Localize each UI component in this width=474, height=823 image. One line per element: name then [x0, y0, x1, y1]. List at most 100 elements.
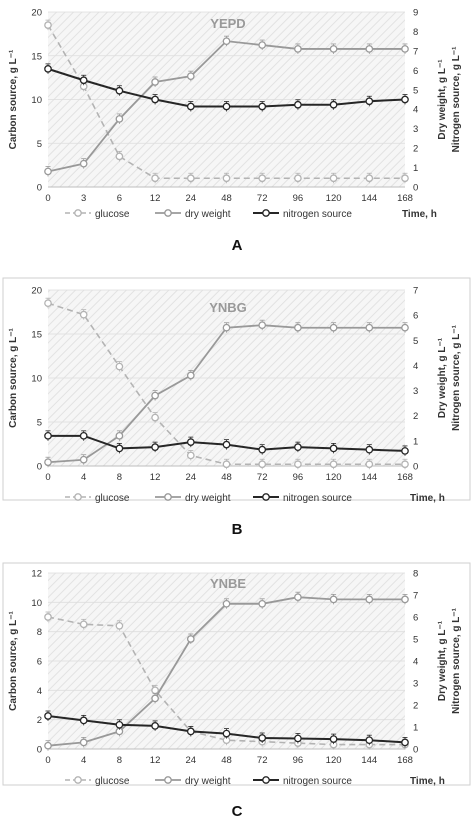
data-point-glucose	[401, 460, 409, 469]
data-point-glucose	[365, 460, 374, 469]
chart-title: YEPD	[210, 16, 245, 31]
y-right-tick-label: 6	[413, 311, 418, 322]
data-point-nitrogen-source	[294, 443, 302, 451]
data-point-glucose	[186, 174, 195, 183]
legend-marker	[262, 493, 270, 501]
chart-title: YNBG	[209, 300, 247, 315]
data-point-glucose	[44, 613, 52, 621]
y-tick-label: 10	[31, 374, 42, 385]
y-right-tick-label: 4	[413, 361, 418, 372]
data-point-nitrogen-source	[258, 102, 267, 111]
y-right-tick-label: 1	[413, 163, 418, 174]
x-tick-label: 120	[326, 193, 342, 204]
x-tick-label: 48	[221, 755, 232, 766]
x-axis-label: Time, h	[402, 209, 437, 220]
data-point-nitrogen-source	[329, 100, 338, 109]
x-axis-label: Time, h	[410, 493, 445, 504]
data-point-glucose	[79, 620, 88, 629]
data-point-dry-weight	[115, 115, 124, 123]
y-right-tick-label: 3	[413, 124, 418, 135]
data-point-dry-weight	[294, 323, 302, 332]
y-right-tick-label: 6	[413, 66, 418, 77]
x-tick-label: 12	[150, 193, 161, 204]
data-point-dry-weight	[222, 37, 231, 46]
data-point-dry-weight	[151, 391, 159, 400]
legend-marker	[74, 776, 82, 784]
y-tick-label: 4	[37, 686, 42, 697]
y-right-tick-label: 2	[413, 701, 418, 712]
panel-label: B	[232, 521, 243, 538]
x-tick-label: 12	[150, 472, 161, 483]
x-tick-label: 72	[257, 755, 268, 766]
y-right-axis-label-2: Nitrogen source, g L⁻¹	[451, 46, 462, 153]
panel-label: A	[232, 237, 243, 254]
y-right-tick-label: 0	[413, 183, 418, 194]
x-tick-label: 3	[81, 193, 86, 204]
data-point-glucose	[151, 413, 159, 422]
y-right-tick-label: 8	[413, 27, 418, 38]
x-tick-label: 168	[397, 193, 413, 204]
y-tick-label: 10	[31, 598, 42, 609]
x-tick-label: 120	[326, 755, 342, 766]
x-tick-label: 168	[397, 755, 413, 766]
y-right-tick-label: 5	[413, 635, 418, 646]
legend: glucose dry weight nitrogen source	[65, 776, 352, 787]
data-point-nitrogen-source	[294, 734, 302, 743]
y-tick-label: 5	[37, 139, 42, 150]
y-tick-label: 10	[31, 95, 42, 106]
data-point-nitrogen-source	[44, 712, 52, 720]
data-point-nitrogen-source	[115, 86, 124, 95]
x-tick-label: 144	[361, 193, 377, 204]
legend-label: dry weight	[185, 209, 231, 220]
data-point-dry-weight	[222, 599, 231, 608]
y-axis-label: Carbon source, g L⁻¹	[8, 49, 19, 149]
data-point-glucose	[258, 460, 267, 469]
data-point-glucose	[329, 460, 338, 469]
y-tick-label: 8	[37, 627, 42, 638]
x-tick-label: 168	[397, 472, 413, 483]
legend-label: nitrogen source	[283, 209, 352, 220]
y-right-tick-label: 9	[413, 8, 418, 19]
data-point-nitrogen-source	[79, 76, 88, 85]
data-point-dry-weight	[115, 431, 124, 440]
data-point-nitrogen-source	[151, 722, 159, 730]
y-right-axis-label: Dry weight, g L⁻¹	[437, 620, 448, 701]
x-tick-label: 4	[81, 755, 86, 766]
y-right-tick-label: 2	[413, 144, 418, 155]
data-point-dry-weight	[258, 41, 267, 49]
data-point-nitrogen-source	[151, 443, 159, 451]
data-point-nitrogen-source	[329, 444, 338, 453]
legend-label: glucose	[95, 493, 130, 504]
y-tick-label: 15	[31, 51, 42, 62]
x-tick-label: 96	[293, 472, 304, 483]
y-tick-label: 0	[37, 462, 42, 473]
x-tick-label: 72	[257, 472, 268, 483]
data-point-dry-weight	[329, 45, 338, 53]
y-tick-label: 12	[31, 569, 42, 580]
data-point-dry-weight	[401, 595, 409, 604]
data-point-nitrogen-source	[401, 738, 409, 747]
data-point-dry-weight	[44, 458, 52, 467]
data-point-dry-weight	[258, 321, 267, 330]
data-point-dry-weight	[44, 167, 52, 176]
x-tick-label: 120	[326, 472, 342, 483]
chart-title: YNBE	[210, 576, 246, 591]
legend-label: dry weight	[185, 493, 231, 504]
legend-marker	[164, 493, 172, 501]
y-right-tick-label: 8	[413, 569, 418, 580]
data-point-glucose	[401, 174, 409, 183]
legend-marker	[74, 209, 82, 217]
chart-frame	[2, 277, 471, 501]
data-point-glucose	[44, 21, 52, 29]
data-point-nitrogen-source	[258, 734, 267, 742]
data-point-dry-weight	[151, 78, 159, 86]
y-right-tick-label: 4	[413, 657, 418, 668]
x-tick-label: 12	[150, 755, 161, 766]
y-right-tick-label: 6	[413, 613, 418, 624]
legend-marker	[262, 209, 270, 217]
data-point-glucose	[79, 310, 88, 319]
data-point-dry-weight	[294, 45, 302, 53]
data-point-nitrogen-source	[151, 95, 159, 104]
x-tick-label: 8	[117, 472, 122, 483]
